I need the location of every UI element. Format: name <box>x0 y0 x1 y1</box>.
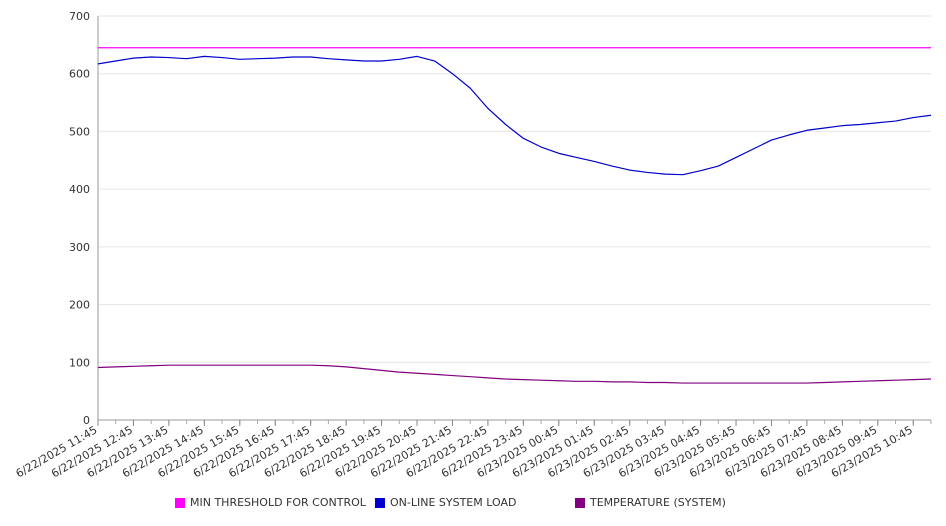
legend-item-temperature: TEMPERATURE (SYSTEM) <box>575 496 726 509</box>
legend-label-temperature: TEMPERATURE (SYSTEM) <box>590 496 726 509</box>
y-tick-label: 300 <box>69 241 90 254</box>
legend-label-system-load: ON-LINE SYSTEM LOAD <box>390 496 517 509</box>
y-tick-label: 500 <box>69 125 90 138</box>
legend: MIN THRESHOLD FOR CONTROL ON-LINE SYSTEM… <box>0 496 946 516</box>
y-tick-label: 0 <box>83 414 90 427</box>
y-tick-label: 400 <box>69 183 90 196</box>
legend-swatch-temperature <box>575 497 585 508</box>
series-line-temperature <box>97 364 932 384</box>
y-tick-label: 200 <box>69 299 90 312</box>
legend-swatch-threshold <box>175 497 185 508</box>
y-tick-label: 600 <box>69 68 90 81</box>
legend-item-system-load: ON-LINE SYSTEM LOAD <box>375 496 516 509</box>
series-line-system-load <box>97 55 932 176</box>
y-tick-label: 700 <box>69 10 90 23</box>
y-tick-label: 100 <box>69 356 90 369</box>
legend-item-threshold: MIN THRESHOLD FOR CONTROL <box>175 496 366 509</box>
legend-label-threshold: MIN THRESHOLD FOR CONTROL <box>190 496 366 509</box>
legend-swatch-system-load <box>375 497 385 508</box>
